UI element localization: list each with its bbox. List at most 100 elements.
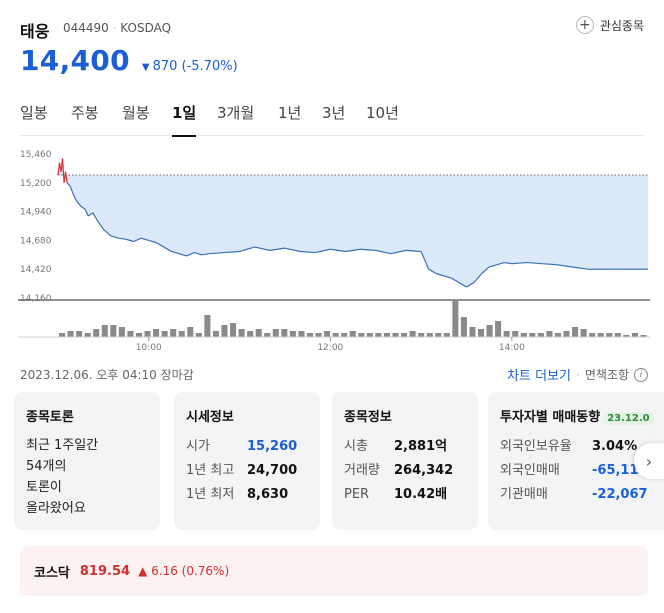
volume-bar <box>631 333 638 337</box>
investor-label: 외국인매매 <box>500 463 560 478</box>
stock-info-card-title: 종목정보 <box>344 410 392 425</box>
x-tick-label: 10:00 <box>136 343 162 353</box>
investor-row: 외국인매매 -65,11 <box>500 459 664 483</box>
quote-label: 1년 최저 <box>186 487 235 502</box>
volume-bar <box>144 331 151 337</box>
volume-bar <box>383 333 390 337</box>
price-change: ▼ 870 (-5.70%) <box>142 59 238 74</box>
volume-bar <box>101 325 108 337</box>
stock-info-label: 거래량 <box>344 463 380 478</box>
disclaimer-link[interactable]: 면책조항 <box>584 368 629 382</box>
volume-bar <box>546 331 553 337</box>
volume-bar <box>520 333 527 337</box>
volume-bar <box>477 329 485 337</box>
volume-bar <box>418 333 425 337</box>
volume-bar <box>375 333 382 337</box>
stock-info-value: 264,342 <box>394 463 454 478</box>
cards-next-button[interactable]: › <box>634 443 664 479</box>
y-tick-label: 14,160 <box>20 294 52 304</box>
x-tick-label: 12:00 <box>317 343 343 353</box>
watchlist-button[interactable]: + 관심종목 <box>575 16 644 34</box>
volume-bar <box>272 329 279 337</box>
price-line-segment <box>436 273 444 277</box>
price-line-segment <box>239 246 255 253</box>
stock-info-row: PER 10.42배 <box>344 483 466 507</box>
volume-bar <box>469 327 476 337</box>
price-area <box>18 158 650 301</box>
volume-bar <box>486 325 493 337</box>
tab-3months[interactable]: 3개월 <box>217 104 255 122</box>
area-fill <box>58 158 648 287</box>
price-line-segment <box>481 266 490 275</box>
kosdaq-index-bar[interactable]: 코스닥 819.54 ▲ 6.16 (0.76%) <box>20 546 648 596</box>
forum-line: 최근 1주일간 <box>26 438 99 453</box>
price-line-segment <box>511 261 528 265</box>
price-line-segment <box>178 253 187 257</box>
stock-info-label: PER <box>344 487 370 502</box>
stock-info-row: 시총 2,881억 <box>344 435 466 459</box>
price-line-segment <box>110 235 119 239</box>
volume-bar <box>204 315 211 337</box>
price-line-segment <box>84 209 89 217</box>
volume-bar <box>341 333 348 337</box>
tab-monthly[interactable]: 월봉 <box>122 104 150 122</box>
tab-1year[interactable]: 1년 <box>278 104 302 122</box>
volume-bar <box>572 327 579 337</box>
stock-info-value: 2,881억 <box>394 439 448 454</box>
tab-3years[interactable]: 3년 <box>322 104 346 122</box>
volume-bar <box>195 333 202 337</box>
investor-card[interactable]: 투자자별 매매동향 23.12.0 외국인보유율 3.04% 외국인매매 -65,11… <box>488 392 664 530</box>
volume-bar <box>289 331 296 337</box>
price-line-segment <box>473 273 483 283</box>
volume-bar <box>409 331 416 337</box>
investor-title-text: 투자자별 매매동향 <box>500 410 601 425</box>
price-line-segment <box>72 193 77 201</box>
investor-value: -22,067 <box>592 487 648 502</box>
price-line-segment <box>542 263 558 266</box>
investor-value: 3.04% <box>592 439 638 454</box>
volume-bar <box>153 329 160 337</box>
volume-bar <box>495 321 502 337</box>
tab-weekly[interactable]: 주봉 <box>71 104 99 122</box>
forum-card-title: 종목토론 <box>26 410 74 425</box>
tab-10years[interactable]: 10년 <box>366 104 399 122</box>
tab-daily[interactable]: 일봉 <box>20 104 48 122</box>
price-line-segment <box>466 281 475 288</box>
price-line-segment <box>64 171 68 183</box>
chart-more-link[interactable]: 차트 더보기 <box>507 369 571 384</box>
volume-bar <box>84 333 91 337</box>
price-line-segment <box>61 158 65 183</box>
price-line-segment <box>141 237 149 241</box>
plus-circle-icon: + <box>575 16 594 34</box>
index-change-text: 6.16 (0.76%) <box>151 564 230 578</box>
volume-bar <box>332 333 339 337</box>
volume-bar <box>460 317 467 337</box>
investor-row: 기관매매 -22,067 <box>500 483 664 507</box>
stock-info-label: 시총 <box>344 439 368 454</box>
price-line-segment <box>133 237 142 243</box>
intraday-chart[interactable]: 15,460 15,200 14,940 14,680 14,420 14,160 10:… <box>0 140 664 360</box>
quote-card[interactable]: 시세정보 시가 15,260 1년 최고 24,700 1년 최저 8,630 <box>174 392 320 530</box>
price-line-segment <box>69 185 74 195</box>
status-row: 2023.12.06. 오후 04:10 장마감 차트 더보기 · 면책조항 i <box>20 364 648 384</box>
quote-value: 15,260 <box>247 439 298 454</box>
watchlist-label: 관심종목 <box>599 18 644 33</box>
price-line-segment <box>80 205 86 210</box>
forum-card[interactable]: 종목토론 최근 1주일간 54개의 토론이 올라왔어요 <box>14 392 160 530</box>
investor-label: 외국인보유율 <box>500 439 572 454</box>
info-circle-icon[interactable]: i <box>634 367 648 382</box>
stock-info-card[interactable]: 종목정보 시총 2,881억 거래량 264,342 PER 10.42배 <box>332 392 478 530</box>
price-line-segment <box>300 250 316 254</box>
tab-1day[interactable]: 1일 <box>172 102 197 137</box>
price-line-segment <box>87 212 94 217</box>
price-line-segment <box>345 248 361 253</box>
price-line-segment <box>102 228 112 237</box>
volume-bars <box>18 301 650 338</box>
price-line-segment <box>496 261 505 266</box>
volume-bar <box>67 331 74 337</box>
down-triangle-icon: ▼ <box>141 62 150 73</box>
volume-bar <box>59 333 66 337</box>
quote-value: 24,700 <box>247 463 298 478</box>
price-line-segment <box>557 264 573 268</box>
volume-bar <box>640 335 647 337</box>
